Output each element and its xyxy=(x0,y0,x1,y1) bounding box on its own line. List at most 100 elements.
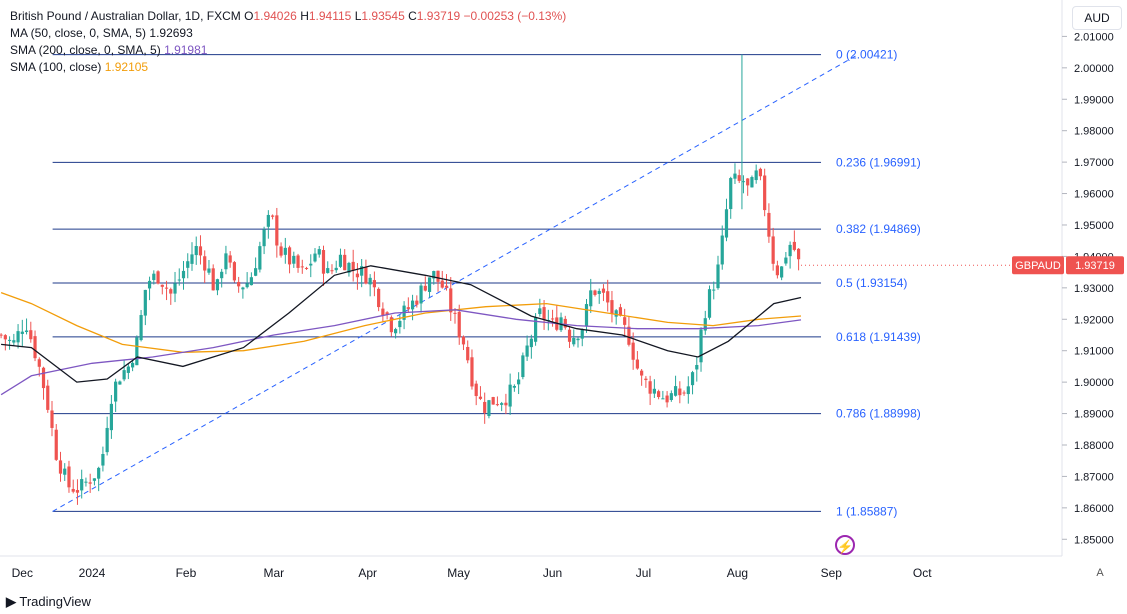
candle-body xyxy=(394,329,398,334)
candle-body xyxy=(767,212,771,237)
candle-body xyxy=(292,255,296,264)
candle-body xyxy=(152,273,156,281)
candle-body xyxy=(487,400,491,417)
candle-body xyxy=(71,488,75,492)
candle-body xyxy=(483,401,487,413)
currency-button[interactable]: AUD xyxy=(1072,6,1122,30)
candle-body xyxy=(355,273,360,278)
candle-body xyxy=(122,370,126,380)
candle-body xyxy=(686,386,690,395)
candle-body xyxy=(712,289,716,291)
candle-body xyxy=(669,393,673,401)
sma100-line xyxy=(0,291,802,353)
candle-body xyxy=(118,381,122,385)
candle-body xyxy=(593,290,597,295)
candle-body xyxy=(729,178,733,210)
candle-body xyxy=(716,264,720,289)
candle-body xyxy=(796,248,801,260)
candle-body xyxy=(131,362,135,368)
candle-body xyxy=(84,481,88,483)
candle-body xyxy=(215,279,220,291)
candle-body xyxy=(640,370,644,376)
candle-body xyxy=(737,175,741,181)
candle-body xyxy=(186,261,190,268)
candle-body xyxy=(194,245,198,256)
candle-body xyxy=(203,256,207,271)
fib-level-label: 0.5 (1.93154) xyxy=(836,276,907,290)
candle-body xyxy=(657,391,661,398)
ma50-row[interactable]: MA (50, close, 0, SMA, 5) 1.92693 xyxy=(10,25,566,42)
lightning-icon[interactable]: ⚡ xyxy=(835,535,855,555)
candle-body xyxy=(427,277,432,292)
candle-body xyxy=(733,173,737,179)
sma200-row[interactable]: SMA (200, close, 0, SMA, 5) 1.91981 xyxy=(10,42,566,59)
candle-body xyxy=(436,270,440,282)
sma100-value: 1.92105 xyxy=(104,60,149,74)
sma100-row[interactable]: SMA (100, close) 1.92105 xyxy=(10,59,566,76)
low-value: 1.93545 xyxy=(361,9,405,23)
candle-body xyxy=(533,317,538,342)
candle-body xyxy=(343,254,347,271)
candle-body xyxy=(597,290,601,294)
candle-body xyxy=(415,300,419,305)
candle-body xyxy=(398,320,402,328)
tradingview-logo-icon: ▶ xyxy=(6,594,16,609)
candle-body xyxy=(364,267,368,284)
candle-body xyxy=(275,215,279,246)
candle-body xyxy=(33,336,37,359)
y-tick-label: 1.92000 xyxy=(1074,314,1114,326)
candle-body xyxy=(750,177,754,188)
candle-body xyxy=(381,308,385,316)
y-tick-label: 1.85000 xyxy=(1074,534,1114,546)
x-tick-label: Jul xyxy=(636,566,651,580)
candle-body xyxy=(631,342,635,360)
x-tick-label: Sep xyxy=(821,566,843,580)
candle-body xyxy=(249,277,253,286)
candle-body xyxy=(347,262,351,273)
candle-body xyxy=(618,307,623,316)
candle-body xyxy=(147,280,152,289)
y-tick-label: 1.87000 xyxy=(1074,471,1114,483)
candle-body xyxy=(724,209,729,238)
auto-scale-button[interactable]: A xyxy=(1096,567,1104,579)
candle-body xyxy=(661,398,665,400)
candle-body xyxy=(360,266,364,276)
sma200-value: 1.91981 xyxy=(164,43,208,57)
fib-level-label: 1 (1.85887) xyxy=(836,504,897,518)
y-tick-label: 1.97000 xyxy=(1074,157,1114,169)
candle-body xyxy=(63,468,67,475)
brand-name: TradingView xyxy=(19,594,91,609)
candle-body xyxy=(241,287,245,290)
candle-body xyxy=(12,340,16,343)
candle-body xyxy=(143,289,147,316)
fib-level-label: 0 (2.00421) xyxy=(836,48,897,62)
candle-body xyxy=(287,247,292,265)
candle-body xyxy=(614,310,618,317)
candle-body xyxy=(279,246,283,256)
candle-body xyxy=(550,318,555,320)
candle-body xyxy=(635,359,639,369)
candle-body xyxy=(788,244,792,257)
y-tick-label: 1.99000 xyxy=(1074,94,1114,106)
candle-body xyxy=(0,334,3,336)
x-tick-label: Jun xyxy=(543,566,562,580)
candle-body xyxy=(576,338,580,341)
candle-body xyxy=(232,262,237,281)
candle-body xyxy=(504,402,508,406)
tradingview-logo[interactable]: ▶ TradingView xyxy=(6,594,91,610)
candle-body xyxy=(160,284,164,287)
candle-body xyxy=(440,280,444,288)
candle-body xyxy=(58,460,63,474)
change-value: −0.00253 (−0.13%) xyxy=(463,9,567,23)
candle-body xyxy=(495,404,500,406)
candle-body xyxy=(228,255,232,263)
candle-body xyxy=(46,385,50,410)
candle-body xyxy=(500,403,504,405)
chart-legend: British Pound / Australian Dollar, 1D, F… xyxy=(10,8,566,76)
candle-body xyxy=(224,253,228,270)
candle-body xyxy=(623,317,627,325)
candle-body xyxy=(198,246,203,256)
candle-body xyxy=(682,392,686,394)
candle-body xyxy=(678,388,682,396)
